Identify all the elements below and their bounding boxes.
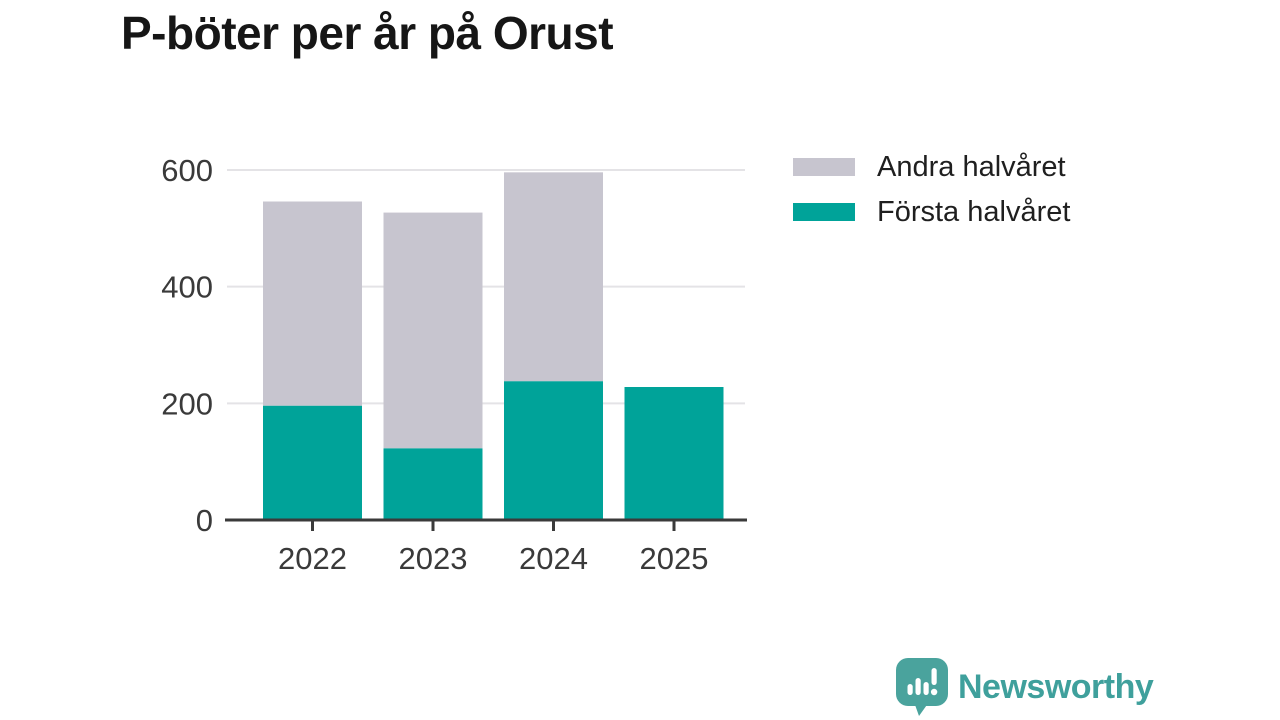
logo-bubble-tail xyxy=(914,702,929,716)
bar-segment-2024 xyxy=(504,172,603,382)
legend-swatch-andra-halvaret xyxy=(793,158,855,176)
legend-item-forsta-halvaret: Första halvåret xyxy=(793,195,1071,228)
x-tick-label: 2025 xyxy=(640,541,709,576)
x-tick-label: 2023 xyxy=(399,541,468,576)
legend-label: Första halvåret xyxy=(877,195,1071,228)
y-tick-label: 200 xyxy=(161,386,213,421)
bar-segment-2025 xyxy=(624,387,724,520)
newsworthy-logo-icon xyxy=(896,658,948,716)
bar-segment-2023 xyxy=(383,448,483,520)
x-tick-label: 2022 xyxy=(278,541,347,576)
bar-segment-2024 xyxy=(504,381,603,520)
x-tick-label: 2024 xyxy=(519,541,588,576)
legend-item-andra-halvaret: Andra halvåret xyxy=(793,150,1070,183)
y-tick-label: 600 xyxy=(161,153,213,188)
bar-segment-2022 xyxy=(263,405,362,520)
legend-swatch-forsta-halvaret xyxy=(793,203,855,221)
chart-legend: Andra halvåret Första halvåret xyxy=(793,150,1071,242)
newsworthy-logo: Newsworthy xyxy=(896,658,1154,716)
y-tick-label: 0 xyxy=(196,503,213,538)
logo-bubble xyxy=(896,658,948,706)
newsworthy-wordmark: Newsworthy xyxy=(958,667,1154,706)
chart-title: P-böter per år på Orust xyxy=(121,7,614,59)
bar-segment-2022 xyxy=(263,201,362,406)
bar-segment-2023 xyxy=(383,212,483,449)
legend-label: Andra halvåret xyxy=(877,150,1066,183)
y-tick-label: 400 xyxy=(161,270,213,305)
